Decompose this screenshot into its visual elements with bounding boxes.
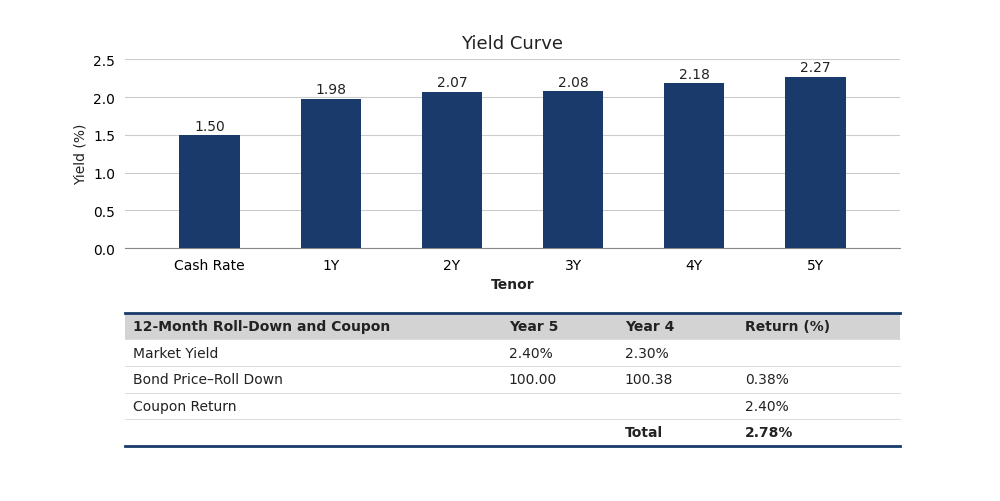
Text: 1.98: 1.98 (315, 83, 346, 97)
Title: Yield Curve: Yield Curve (462, 35, 564, 53)
Text: 2.40%: 2.40% (745, 399, 789, 413)
Text: 1.50: 1.50 (194, 119, 225, 133)
Text: Year 4: Year 4 (625, 319, 674, 333)
Text: 2.40%: 2.40% (509, 346, 552, 360)
FancyBboxPatch shape (125, 313, 900, 340)
Text: Return (%): Return (%) (745, 319, 830, 333)
Y-axis label: Yield (%): Yield (%) (74, 124, 88, 185)
Bar (422, 93, 482, 248)
Text: 100.38: 100.38 (625, 372, 673, 386)
Bar (785, 78, 846, 248)
Bar (664, 84, 724, 248)
Text: 0.38%: 0.38% (745, 372, 789, 386)
Text: Market Yield: Market Yield (133, 346, 218, 360)
Text: 2.08: 2.08 (558, 76, 588, 90)
Text: 12-Month Roll-Down and Coupon: 12-Month Roll-Down and Coupon (133, 319, 390, 333)
Text: 100.00: 100.00 (509, 372, 557, 386)
Text: 2.78%: 2.78% (745, 426, 793, 439)
Bar (301, 99, 361, 248)
Text: Year 5: Year 5 (509, 319, 558, 333)
Text: Total: Total (625, 426, 663, 439)
Bar (179, 136, 240, 248)
Text: 2.18: 2.18 (679, 68, 710, 82)
Text: Coupon Return: Coupon Return (133, 399, 236, 413)
Text: 2.07: 2.07 (437, 76, 467, 90)
Bar (543, 92, 603, 248)
Text: Bond Price–Roll Down: Bond Price–Roll Down (133, 372, 283, 386)
Text: 2.27: 2.27 (800, 61, 831, 75)
Text: 2.30%: 2.30% (625, 346, 669, 360)
X-axis label: Tenor: Tenor (491, 278, 534, 292)
